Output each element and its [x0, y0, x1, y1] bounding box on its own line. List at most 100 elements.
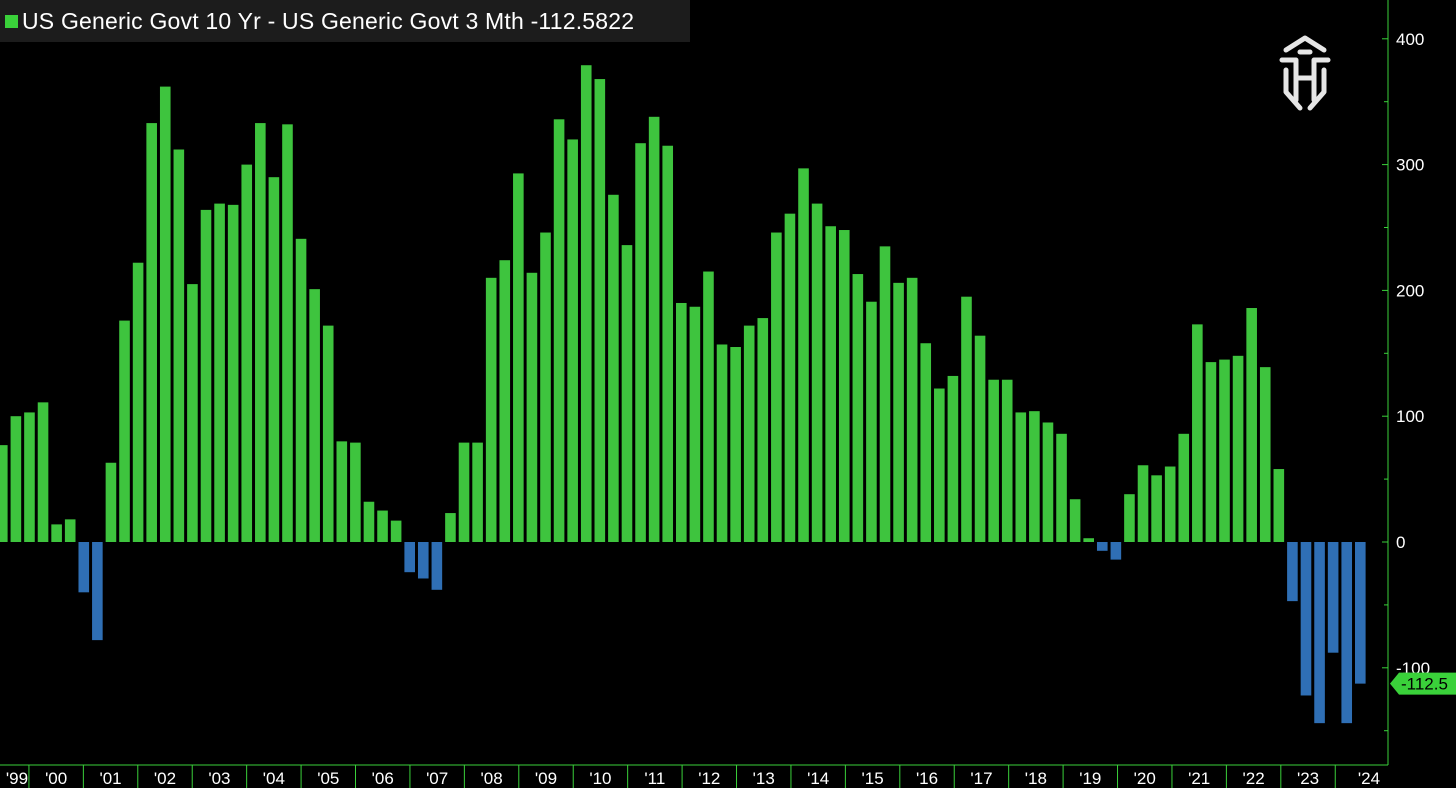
bar — [689, 306, 701, 542]
bar — [187, 284, 198, 542]
y-tick-label: 100 — [1396, 407, 1424, 426]
bar — [1096, 542, 1108, 551]
bar — [1355, 542, 1366, 684]
bar — [1124, 494, 1135, 542]
bar — [132, 262, 144, 542]
x-tick-label: '22 — [1243, 769, 1265, 788]
legend-series-name: US Generic Govt 10 Yr - US Generic Govt … — [22, 7, 524, 34]
bar — [1069, 499, 1081, 542]
bar — [879, 246, 891, 542]
bar — [1341, 542, 1353, 724]
bar — [811, 203, 823, 542]
bar — [703, 271, 714, 542]
bar — [309, 289, 320, 542]
bar — [580, 65, 592, 542]
x-tick-label: '04 — [263, 769, 285, 788]
x-tick-label: '13 — [753, 769, 775, 788]
bar — [214, 203, 225, 542]
bars-group — [0, 65, 1366, 724]
bar — [798, 168, 809, 542]
bar — [377, 510, 388, 542]
bar — [1300, 542, 1312, 696]
bar — [730, 347, 741, 542]
bar — [1042, 422, 1054, 542]
bar — [282, 124, 293, 542]
x-tick-label: '16 — [916, 769, 938, 788]
x-tick-label: '20 — [1134, 769, 1156, 788]
bar — [241, 164, 253, 542]
bar — [146, 123, 157, 542]
bar — [485, 277, 497, 542]
bar — [947, 375, 959, 542]
bar — [295, 238, 307, 542]
legend: US Generic Govt 10 Yr - US Generic Govt … — [0, 0, 690, 42]
bar — [757, 318, 769, 542]
x-tick-label: '18 — [1025, 769, 1047, 788]
bar — [363, 501, 375, 542]
bar — [988, 379, 999, 542]
bar — [445, 513, 456, 542]
bar — [92, 542, 103, 641]
bar — [608, 194, 619, 543]
bar — [10, 416, 22, 542]
bar — [0, 445, 8, 542]
legend-label: US Generic Govt 10 Yr - US Generic Govt … — [22, 8, 634, 35]
bar — [173, 149, 185, 542]
bar — [920, 343, 932, 542]
x-tick-label: '14 — [807, 769, 829, 788]
bar — [119, 320, 130, 542]
bar — [24, 412, 35, 542]
bar — [390, 520, 402, 542]
bar — [676, 302, 687, 542]
x-tick-label: '09 — [535, 769, 557, 788]
bar — [1273, 469, 1285, 542]
bar — [350, 442, 361, 542]
bar — [893, 282, 904, 542]
x-tick-label: '23 — [1297, 769, 1319, 788]
bar — [866, 301, 877, 542]
bar — [1056, 433, 1067, 542]
bar — [1327, 542, 1339, 653]
bar — [961, 296, 972, 542]
x-tick-label: '12 — [698, 769, 720, 788]
bar — [594, 79, 606, 542]
bar — [227, 204, 239, 543]
bar — [1259, 367, 1271, 542]
y-tick-label: 0 — [1396, 533, 1405, 552]
bar — [1219, 359, 1230, 542]
bar — [743, 325, 755, 542]
bar — [825, 226, 836, 543]
bar — [1164, 466, 1176, 542]
bar — [974, 335, 986, 542]
y-tick-label: 400 — [1396, 30, 1424, 49]
legend-last-value: -112.5822 — [530, 7, 635, 34]
bar — [322, 325, 334, 542]
bar — [472, 442, 483, 542]
legend-swatch — [5, 14, 18, 28]
x-tick-label: '05 — [317, 769, 339, 788]
x-tick-label: '15 — [862, 769, 884, 788]
x-tick-label: '06 — [372, 769, 394, 788]
y-tick-label: 200 — [1396, 281, 1424, 300]
bar — [771, 232, 782, 542]
bar — [336, 441, 348, 542]
bar — [1232, 355, 1244, 542]
bar — [621, 245, 633, 543]
bar — [716, 344, 728, 542]
bar — [1192, 324, 1203, 542]
bar — [648, 116, 660, 543]
bar — [78, 542, 90, 593]
x-axis: '99 '00 '01 '02 '03 '04 '05 '06 '07 '08 '09 '10 '11 '… — [0, 764, 1388, 788]
x-tick-label: '08 — [481, 769, 503, 788]
bar — [404, 542, 415, 573]
bar — [526, 272, 538, 542]
bar — [51, 524, 62, 542]
bar — [105, 462, 117, 542]
bar — [1314, 542, 1325, 724]
x-tick-label: '19 — [1079, 769, 1101, 788]
brand-monogram-icon — [1279, 35, 1331, 111]
x-tick-label: '02 — [154, 769, 176, 788]
bar — [1029, 411, 1040, 542]
x-tick-label: '99 — [6, 769, 28, 788]
